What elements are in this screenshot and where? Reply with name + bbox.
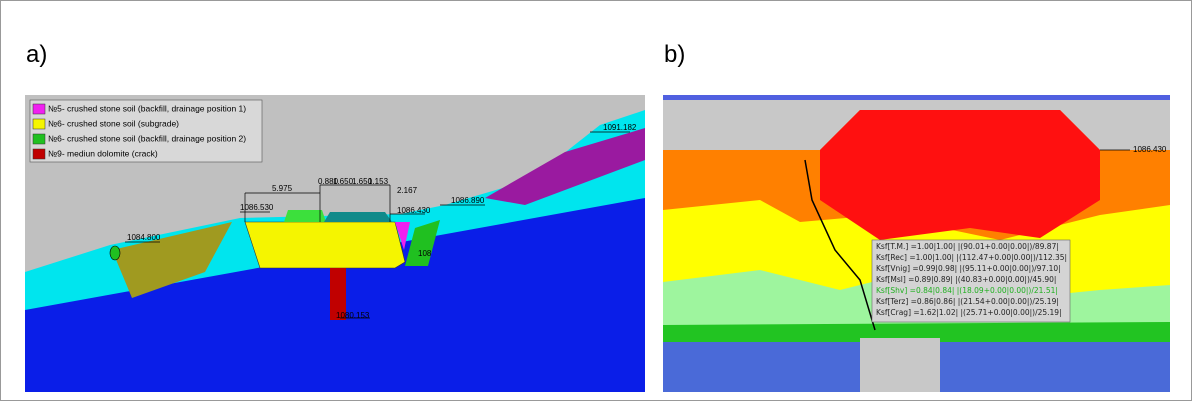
legend-label: №6- crushed stone soil (subgrade) [48, 118, 179, 128]
tooltip-line: Ksf[Rec] =1.00|1.00| |(112.47+0.00|0.00|… [876, 253, 1067, 262]
crack-column [860, 338, 940, 392]
legend-swatch [33, 119, 45, 129]
marker [110, 246, 120, 260]
panel-b: 1086.430 Ksf[T.M.] =1.00|1.00| |(90.01+0.… [663, 95, 1170, 392]
panel-label: a) [26, 41, 47, 68]
embankment [245, 222, 405, 268]
elevation-label: 5.975 [272, 184, 293, 193]
band [663, 95, 1170, 100]
tooltip-line: Ksf[Crag] =1.62|1.02| |(25.71+0.00|0.00|… [876, 308, 1062, 317]
legend-label: №5- crushed stone soil (backfill, draina… [48, 103, 246, 113]
elevation-label: 1084.800 [127, 233, 161, 242]
legend-swatch [33, 134, 45, 144]
elevation-label: 1086.430 [397, 206, 431, 215]
tooltip-line: Ksf[Msl] =0.89|0.89| |(40.83+0.00|0.00|)… [876, 275, 1056, 284]
elevation-label: 1086.530 [240, 203, 274, 212]
layer [324, 212, 392, 222]
tooltip-line: Ksf[Vnig] =0.99|0.98| |(95.11+0.00|0.00|… [876, 264, 1061, 273]
elevation-label: 1086.430 [1133, 145, 1167, 154]
tooltip-line: Ksf[T.M.] =1.00|1.00| |(90.01+0.00|0.00|… [876, 242, 1059, 251]
tooltip-line: Ksf[Terz] =0.86|0.86| |(21.54+0.00|0.00|… [876, 297, 1059, 306]
legend-label: №9- mediun dolomite (crack) [48, 148, 158, 158]
elevation-label: 2.167 [397, 186, 418, 195]
tooltip-line: Ksf[Shv] =0.84|0.84| |(18.09+0.00|0.00|)… [876, 286, 1058, 295]
panel-label: b) [664, 41, 685, 68]
legend-swatch [33, 104, 45, 114]
legend-label: №6- crushed stone soil (backfill, draina… [48, 133, 246, 143]
legend-swatch [33, 149, 45, 159]
zone [820, 110, 1100, 240]
elevation-label: 1086.890 [451, 196, 485, 205]
figure: a) b) №5- crushed stone soil (backfill, … [0, 0, 1192, 401]
elevation-label: 1.650 [333, 177, 354, 186]
elevation-label: 108 [418, 249, 432, 258]
elevation-label: 1091.182 [603, 123, 637, 132]
elevation-label: 1.153 [368, 177, 389, 186]
panel-a: №5- crushed stone soil (backfill, draina… [25, 95, 645, 392]
elevation-label: 1080.153 [336, 311, 370, 320]
